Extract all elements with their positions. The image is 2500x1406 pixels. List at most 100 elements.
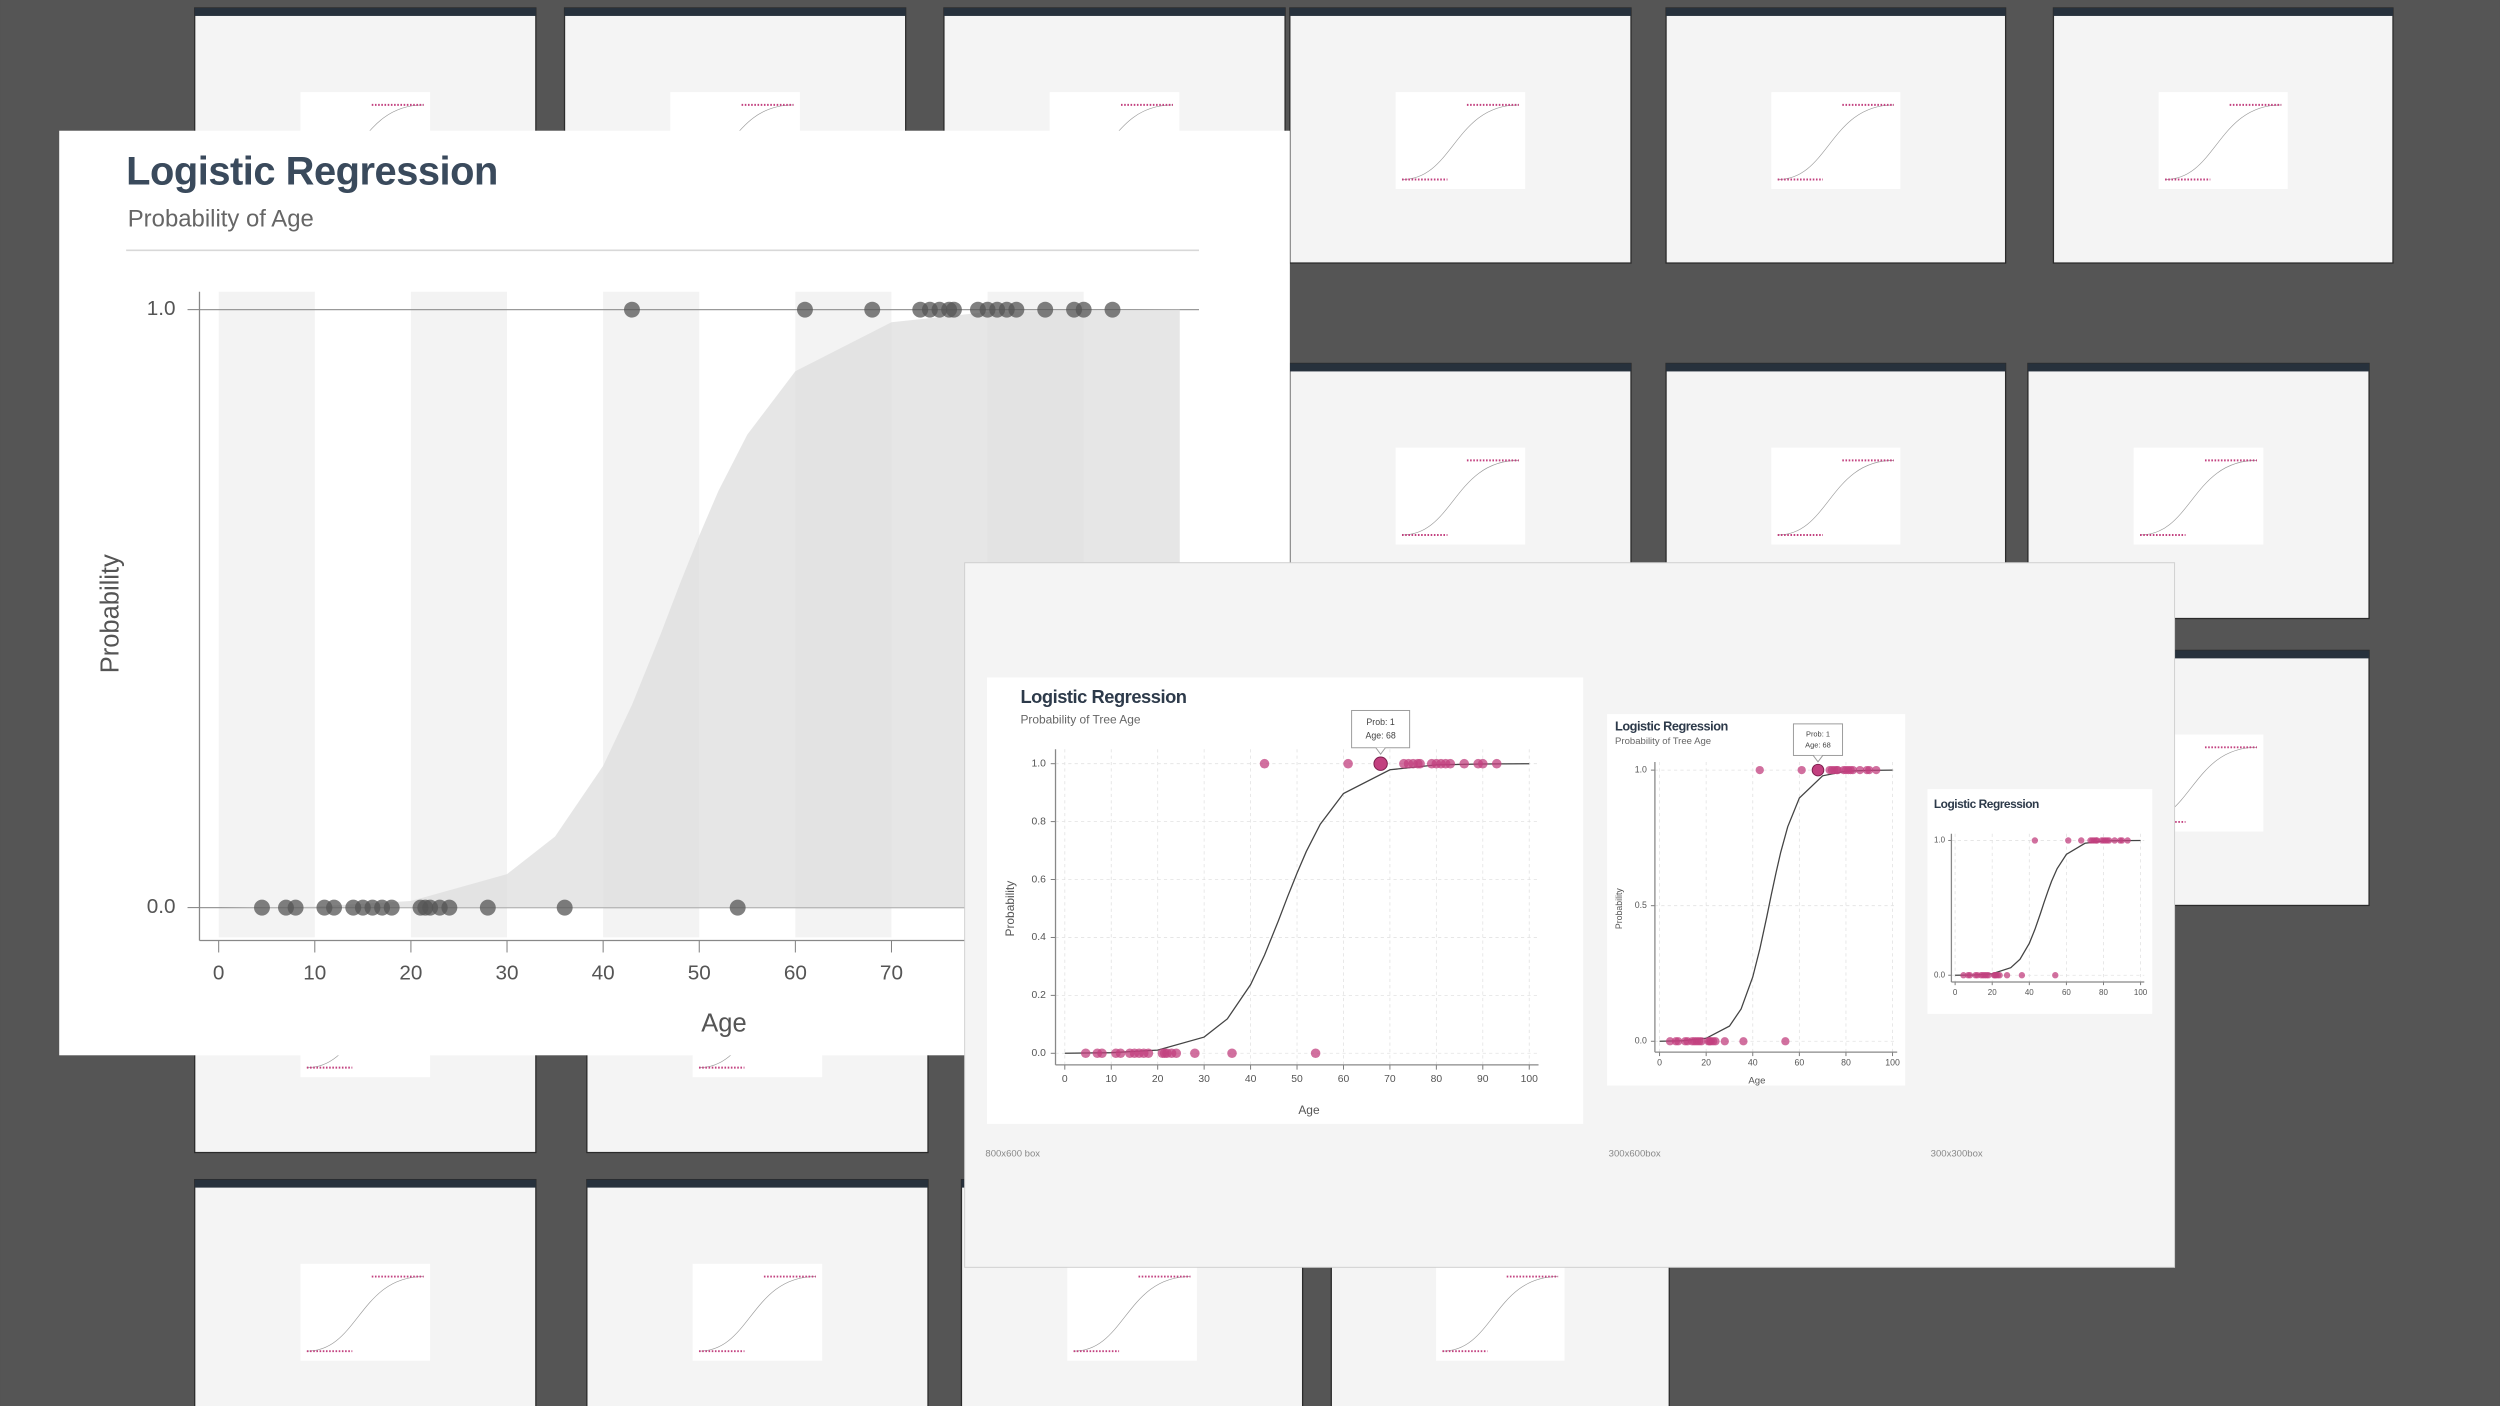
size-caption: 800x600 box xyxy=(985,1149,1040,1160)
thumbnail-chart xyxy=(1771,447,1901,545)
chart: Logistic Regression 0.0 1.0 0 20 40 60 80 100 300… xyxy=(1927,789,2153,1160)
data-point xyxy=(1674,1037,1683,1046)
chart-title: Logistic Regression xyxy=(1934,797,2039,811)
x-tick-label: 70 xyxy=(1384,1074,1396,1085)
data-point xyxy=(1037,301,1054,318)
y-tick-label: 1.0 xyxy=(1032,758,1047,769)
size-caption: 300x300box xyxy=(1931,1149,1983,1160)
thumbnail-curve xyxy=(1073,1276,1191,1352)
data-point xyxy=(441,899,458,916)
tooltip-box xyxy=(1792,723,1844,756)
thumbnail-curve xyxy=(306,1276,424,1352)
data-point xyxy=(1985,972,1992,979)
thumbnail xyxy=(1665,7,2007,264)
chart: Logistic Regression Probability of Tree A… xyxy=(985,677,1584,1160)
data-point xyxy=(1739,1037,1748,1046)
x-tick-label: 50 xyxy=(688,961,711,984)
grid-band xyxy=(410,291,508,938)
data-point xyxy=(1190,1048,1200,1059)
x-tick-label: 60 xyxy=(1338,1074,1350,1085)
thumbnail xyxy=(2052,7,2394,264)
thumbnail-header xyxy=(1666,363,2006,372)
y-tick-label: 0.0 xyxy=(1934,970,1946,979)
data-point xyxy=(1711,1037,1720,1046)
thumbnail-header xyxy=(1289,363,1631,372)
thumbnail xyxy=(194,1178,537,1406)
data-point xyxy=(796,301,813,318)
data-point xyxy=(326,899,343,916)
chart: Logistic Regression Probability of Tree A… xyxy=(1607,714,1906,1160)
chart-frame xyxy=(1927,789,2153,1014)
chart-frame xyxy=(1607,714,1906,1086)
x-tick-label: 60 xyxy=(2062,988,2071,997)
x-tick-label: 60 xyxy=(784,961,807,984)
chart-subtitle: Probability of Tree Age xyxy=(1615,736,1711,747)
thumbnail-chart xyxy=(2133,447,2264,545)
tooltip-pointer xyxy=(1375,747,1386,755)
thumbnail xyxy=(586,1178,929,1406)
thumbnail-header xyxy=(943,7,1286,16)
tooltip-text: Prob: 1 xyxy=(1806,729,1830,738)
x-axis-label: Age xyxy=(1298,1103,1320,1117)
data-point xyxy=(253,899,270,916)
data-point xyxy=(1080,1048,1091,1059)
y-axis-label: Probability xyxy=(97,554,125,673)
x-tick-label: 40 xyxy=(1748,1058,1758,1068)
data-point xyxy=(1415,758,1425,769)
data-point xyxy=(1960,972,1967,979)
y-tick-label: 0.5 xyxy=(1635,900,1647,910)
tooltip-pointer xyxy=(1812,755,1824,763)
x-tick-label: 100 xyxy=(1885,1058,1900,1068)
x-tick-label: 60 xyxy=(1794,1058,1804,1068)
data-point xyxy=(1781,1037,1790,1046)
data-point xyxy=(1008,301,1025,318)
data-point xyxy=(1097,1048,1107,1059)
y-tick-label: 0.2 xyxy=(1032,990,1047,1001)
data-point xyxy=(2118,837,2126,844)
data-point xyxy=(945,301,962,318)
data-point xyxy=(1115,1048,1126,1059)
chart-title: Logistic Regression xyxy=(1020,686,1186,707)
data-point xyxy=(287,899,304,916)
chart-title: Logistic Regression xyxy=(126,149,498,193)
grid-band xyxy=(218,291,315,938)
thumbnail-header xyxy=(586,1179,928,1188)
x-tick-label: 40 xyxy=(1245,1074,1257,1085)
tooltip: Prob: 1 Age: 68 xyxy=(1792,723,1844,763)
x-tick-label: 80 xyxy=(2099,988,2108,997)
x-tick-label: 70 xyxy=(880,961,903,984)
thumbnail-header xyxy=(1289,7,1631,16)
thumbnail-chart xyxy=(1436,1263,1565,1361)
data-point xyxy=(1755,765,1764,775)
tooltip-text: Age: 68 xyxy=(1805,741,1831,750)
y-tick-label: 0.0 xyxy=(1635,1036,1647,1046)
data-point xyxy=(556,899,573,916)
thumbnail-chart xyxy=(300,1263,431,1361)
chart-frame xyxy=(986,677,1584,1124)
tooltip-text: Prob: 1 xyxy=(1366,717,1394,727)
thumbnail-chart xyxy=(1067,1263,1197,1361)
x-tick-label: 90 xyxy=(1477,1074,1489,1085)
x-tick-label: 80 xyxy=(1431,1074,1443,1085)
data-point xyxy=(1665,1037,1675,1046)
chart-subtitle: Probability of Age xyxy=(128,205,314,232)
data-point xyxy=(2018,972,2026,979)
x-tick-label: 0 xyxy=(1657,1058,1662,1068)
thumbnail-header xyxy=(194,7,536,16)
y-tick-label: 1.0 xyxy=(1934,836,1946,845)
x-tick-label: 100 xyxy=(2134,988,2148,997)
x-tick-label: 0 xyxy=(1953,988,1958,997)
thumbnail-chart xyxy=(1771,92,1901,190)
data-point xyxy=(1848,765,1858,775)
data-point xyxy=(623,301,640,318)
x-tick-label: 20 xyxy=(1988,988,1997,997)
data-point xyxy=(1833,765,1842,775)
thumbnail-chart xyxy=(692,1263,823,1361)
main-artboard: Logistic Regression Probability of Age 0.0… xyxy=(59,130,1290,1056)
thumbnail-curve xyxy=(1777,460,1894,536)
data-point xyxy=(1996,972,2003,979)
tooltip: Prob: 1 Age: 68 xyxy=(1351,709,1411,755)
tooltip-text: Age: 68 xyxy=(1365,731,1395,741)
